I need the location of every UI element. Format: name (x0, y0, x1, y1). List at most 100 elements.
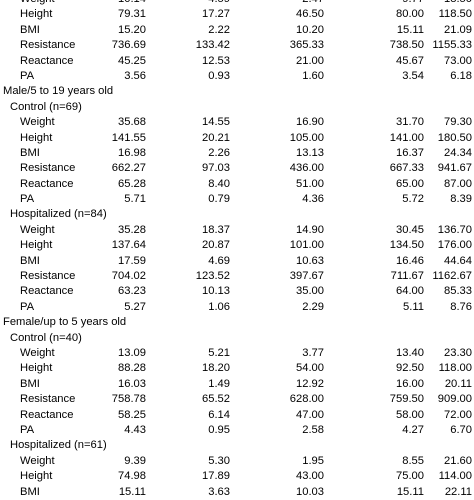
table-cell: 1.06 (208, 300, 230, 313)
table-cell: 35.28 (118, 223, 146, 236)
table-cell: 0.95 (208, 423, 230, 436)
table-row: Height 141.55 20.21 105.00 141.00 180.50 (0, 131, 474, 146)
table-cell: 1.49 (208, 377, 230, 390)
table-cell: 16.98 (118, 146, 146, 159)
table-cell: 18.20 (202, 362, 230, 375)
measure-label: Weight (20, 346, 55, 359)
table-cell: 44.64 (444, 254, 472, 267)
table-cell: 20.87 (202, 239, 230, 252)
table-cell: 105.00 (289, 131, 324, 144)
table-cell: 736.69 (111, 39, 146, 52)
table-cell: 176.00 (437, 239, 472, 252)
table-row: PA 4.43 0.95 2.58 4.27 6.70 (0, 423, 474, 438)
measure-label: PA (20, 69, 35, 82)
table-row: BMI 15.11 3.63 10.03 15.11 22.11 (0, 485, 474, 500)
table-row: Weight 10.14 4.59 2.47 9.7718.50 (0, 0, 474, 7)
section-header-row: Female/up to 5 years old (0, 315, 474, 330)
table-cell: 941.67 (437, 162, 472, 175)
table-cell: 20.21 (202, 131, 230, 144)
table-cell: 5.30 (208, 454, 230, 467)
table-cell: 65.00 (396, 177, 424, 190)
table-cell: 24.34 (444, 146, 472, 159)
table-cell: 118.50 (438, 8, 472, 21)
table-cell: 74.98 (118, 470, 146, 483)
table-cell: 20.11 (444, 377, 472, 390)
table-cell: 17.89 (202, 470, 230, 483)
subgroup-row: Control (n=40) (0, 331, 474, 346)
table-cell: 14.55 (202, 116, 230, 129)
table-cell: 12.53 (202, 54, 230, 67)
measure-label: PA (20, 193, 35, 206)
table-cell: 18.37 (202, 223, 230, 236)
table-cell: 0.79 (208, 193, 230, 206)
table-row: Height 88.28 18.20 54.00 92.50 118.00 (0, 361, 474, 376)
table-cell: 8.39 (450, 193, 472, 206)
table-cell: 12.92 (296, 377, 324, 390)
table-cell: 101.00 (289, 239, 324, 252)
subgroup-row: Control (n=69) (0, 100, 474, 115)
table-cell: 10.63 (296, 254, 324, 267)
table-cell: 22.11 (444, 485, 472, 498)
table-cell: 43.00 (296, 470, 324, 483)
table-cell: 73.00 (444, 54, 472, 67)
table-cell: 10.14 (76, 0, 146, 7)
table-cell: 2.22 (208, 23, 230, 36)
measure-label: BMI (20, 377, 40, 390)
table-row: Weight 13.09 5.21 3.77 13.40 23.30 (0, 346, 474, 361)
table-cell: 79.30 (444, 116, 472, 129)
table-cell: 436.00 (289, 162, 324, 175)
table-cell: 4.36 (302, 193, 324, 206)
measure-label: BMI (20, 146, 40, 159)
table-cell: 47.00 (296, 408, 324, 421)
table-cell: 15.11 (396, 23, 424, 36)
measure-label: Reactance (20, 408, 74, 421)
table-row: PA 5.71 0.79 4.36 5.72 8.39 (0, 192, 474, 207)
table-cell: 16.90 (296, 116, 324, 129)
table-cell: 133.42 (195, 39, 230, 52)
table-cell: 6.70 (450, 423, 472, 436)
table-cell: 85.33 (444, 285, 472, 298)
subgroup-label: Control (n=40) (10, 331, 82, 344)
table-cell: 65.52 (202, 393, 230, 406)
table-cell: 23.30 (444, 346, 472, 359)
section-header: Female/up to 5 years old (3, 316, 127, 329)
table-row: Resistance 736.69 133.42 365.33 738.50 1155.3… (0, 38, 474, 53)
table-cell: 6.14 (208, 408, 230, 421)
table-cell: 16.00 (396, 377, 424, 390)
table-cell: 2.29 (302, 300, 324, 313)
table-cell: 4.43 (124, 423, 146, 436)
table-cell: 667.33 (389, 162, 424, 175)
table-cell: 1162.67 (432, 270, 472, 283)
table-cell: 30.45 (396, 223, 424, 236)
measure-label: Resistance (20, 270, 76, 283)
measure-label: Height (20, 131, 53, 144)
table-cell: 54.00 (296, 362, 324, 375)
table-row: Reactance 65.28 8.40 51.00 65.00 87.00 (0, 177, 474, 192)
table-cell: 5.11 (403, 300, 424, 313)
measure-label: BMI (20, 485, 40, 498)
table-cell: 21.00 (296, 54, 324, 67)
table-cell: 9.77 (354, 0, 424, 7)
section-header-row: Male/5 to 19 years old (0, 84, 474, 99)
subgroup-label: Hospitalized (n=61) (10, 439, 107, 452)
table-cell: 10.20 (296, 23, 324, 36)
measure-label: Weight (20, 454, 55, 467)
table-cell: 711.67 (390, 270, 424, 283)
measure-label: BMI (20, 23, 40, 36)
subgroup-row: Hospitalized (n=84) (0, 207, 474, 222)
table-row: Weight 35.68 14.55 16.90 31.70 79.30 (0, 115, 474, 130)
table-cell: 72.00 (444, 408, 472, 421)
table-cell: 80.00 (396, 8, 424, 21)
table-cell: 8.40 (208, 177, 230, 190)
table-cell: 8.55 (402, 454, 424, 467)
measure-label: BMI (20, 254, 40, 267)
table-row: Height 79.31 17.27 46.50 80.00 118.50 (0, 7, 474, 22)
table-cell: 31.70 (396, 116, 424, 129)
table-row: BMI 17.59 4.69 10.63 16.46 44.64 (0, 254, 474, 269)
table-cell: 4.69 (208, 254, 230, 267)
table-cell: 365.33 (289, 39, 324, 52)
table-cell: 10.13 (202, 285, 230, 298)
measure-label: Height (20, 239, 53, 252)
table-cell: 704.02 (111, 270, 146, 283)
